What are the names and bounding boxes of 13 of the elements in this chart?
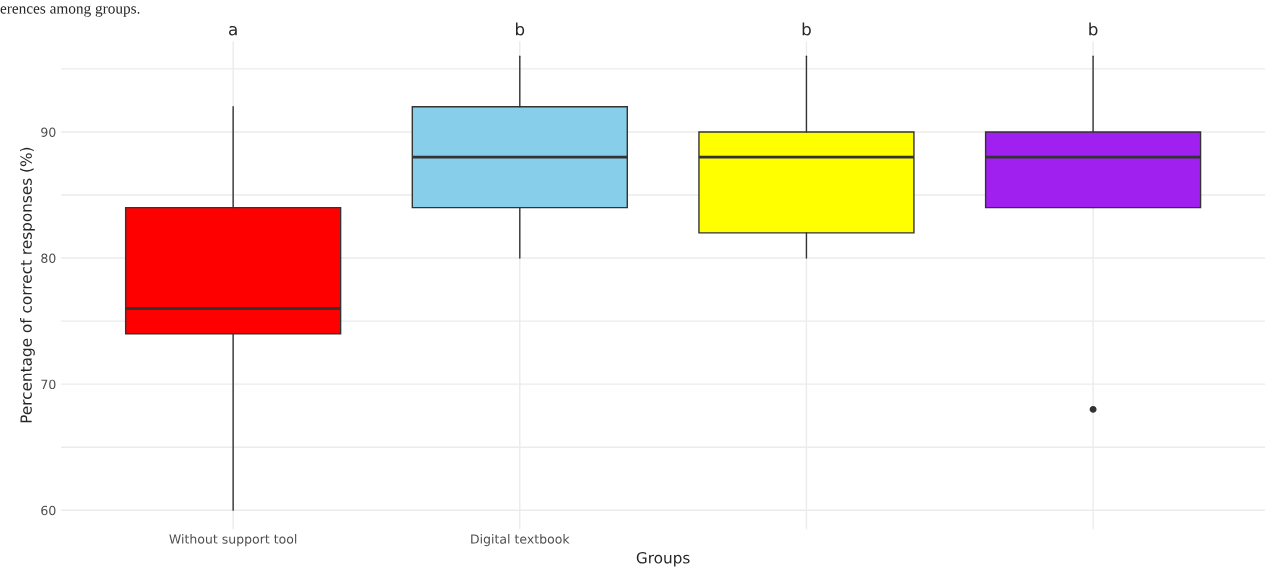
y-tick-label: 80 xyxy=(41,253,56,263)
text: erences among groups. xyxy=(0,5,140,17)
text: b xyxy=(802,22,811,36)
y-tick-label: 60 xyxy=(41,505,56,516)
y-axis-title: Percentage of correct responses (%) xyxy=(20,147,35,423)
text: b xyxy=(1089,22,1098,36)
text: b xyxy=(516,22,525,36)
y-tick-label: 90 xyxy=(41,127,56,137)
text: a xyxy=(229,25,237,36)
x-axis-title: Groups xyxy=(636,551,690,567)
x-tick-label: Digital textbook xyxy=(471,534,570,547)
x-tick-label: Without support tool xyxy=(169,534,297,547)
y-tick-label: 70 xyxy=(41,379,56,390)
